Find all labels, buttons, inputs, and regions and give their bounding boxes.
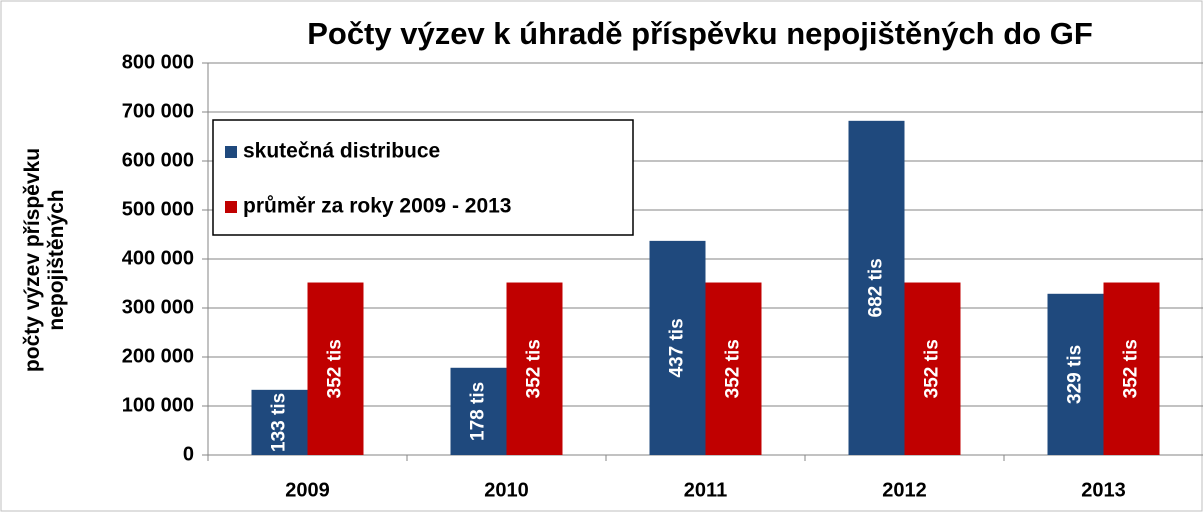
bar xyxy=(307,282,364,455)
y-tick-label: 700 000 xyxy=(122,100,194,122)
bar xyxy=(1103,282,1160,455)
y-tick-label: 800 000 xyxy=(122,51,194,73)
data-label: 329 tis xyxy=(1065,345,1086,404)
data-label: 133 tis xyxy=(269,393,290,452)
bar xyxy=(904,282,961,455)
data-label: 178 tis xyxy=(468,382,489,441)
y-tick-label: 400 000 xyxy=(122,247,194,269)
chart-title: Počty výzev k úhradě příspěvku nepojiště… xyxy=(307,16,1093,51)
bar xyxy=(251,389,308,455)
x-tick-label: 2009 xyxy=(285,479,330,501)
bar xyxy=(848,120,905,455)
y-tick-label: 600 000 xyxy=(122,149,194,171)
bar xyxy=(1047,293,1104,455)
bar xyxy=(506,282,563,455)
legend-swatch xyxy=(225,146,237,158)
bar xyxy=(450,367,507,455)
y-tick-label: 300 000 xyxy=(122,296,194,318)
data-label: 352 tis xyxy=(922,339,943,398)
legend-label: skutečná distribuce xyxy=(243,140,440,163)
data-label: 352 tis xyxy=(723,339,744,398)
bar xyxy=(649,240,706,455)
y-tick-label: 0 xyxy=(183,443,194,465)
legend-label: průměr za roky 2009 - 2013 xyxy=(243,195,512,218)
y-tick-label: 100 000 xyxy=(122,394,194,416)
data-label: 352 tis xyxy=(1121,339,1142,398)
data-label: 682 tis xyxy=(866,258,887,317)
y-tick-label: 200 000 xyxy=(122,345,194,367)
data-label: 352 tis xyxy=(524,339,545,398)
x-tick-label: 2013 xyxy=(1081,479,1126,501)
bar xyxy=(705,282,762,455)
data-label: 437 tis xyxy=(667,318,688,377)
y-tick-label: 500 000 xyxy=(122,198,194,220)
x-tick-label: 2011 xyxy=(684,479,727,501)
x-tick-label: 2010 xyxy=(484,479,529,501)
x-tick-label: 2012 xyxy=(882,479,927,501)
y-axis-label: počty výzev příspěvku nepojištěných xyxy=(21,147,68,373)
data-label: 352 tis xyxy=(325,339,346,398)
legend-swatch xyxy=(225,201,237,213)
legend-box xyxy=(212,119,634,236)
